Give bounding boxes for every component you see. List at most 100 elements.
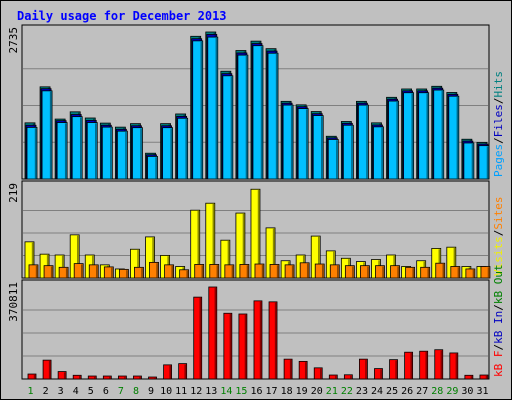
bar-shadow bbox=[214, 287, 217, 379]
bar-shadow bbox=[185, 119, 188, 179]
bar-fill bbox=[478, 145, 490, 180]
bar-fill bbox=[465, 268, 476, 279]
x-tick-day-31: 31 bbox=[476, 386, 488, 397]
bar-fill bbox=[149, 261, 159, 279]
bar-fill bbox=[208, 286, 218, 380]
x-tick-day-30: 30 bbox=[461, 386, 473, 397]
bar-kb-f-day-24 bbox=[374, 368, 383, 380]
bar-kb-f-day-31 bbox=[479, 374, 489, 380]
bar-fill bbox=[434, 349, 444, 380]
bar-fill bbox=[239, 264, 250, 279]
bar-kb-f-day-12 bbox=[193, 296, 203, 380]
bar-fill bbox=[269, 264, 280, 279]
legend-entry: kB F bbox=[492, 351, 505, 378]
bar-fill bbox=[87, 375, 97, 380]
bar-shadow bbox=[440, 350, 443, 379]
legend-entry: / bbox=[492, 304, 505, 311]
bar-shadow bbox=[80, 264, 83, 278]
legend-entry: kB Out bbox=[492, 264, 505, 304]
bar-shadow bbox=[212, 204, 215, 278]
bar-sites-day-20 bbox=[314, 263, 325, 279]
bar-fill bbox=[405, 266, 416, 279]
x-tick-day-25: 25 bbox=[386, 386, 398, 397]
bar-shadow bbox=[33, 374, 36, 379]
bar-shadow bbox=[229, 314, 232, 379]
chart-title: Daily usage for December 2013 bbox=[17, 9, 227, 23]
bar-shadow bbox=[154, 377, 156, 379]
bar-shadow bbox=[139, 376, 141, 379]
bar-fill bbox=[342, 124, 354, 180]
bar-kb-f-day-13 bbox=[208, 286, 218, 380]
bar-kb-f-day-9 bbox=[148, 376, 157, 380]
bar-shadow bbox=[318, 236, 320, 278]
x-tick-day-26: 26 bbox=[401, 386, 413, 397]
bar-shadow bbox=[141, 268, 143, 278]
bar-kb-f-day-1 bbox=[27, 373, 37, 380]
bar-fill bbox=[343, 374, 353, 380]
bar-fill bbox=[448, 95, 460, 180]
bar-kb-f-day-17 bbox=[268, 301, 278, 380]
x-tick-day-18: 18 bbox=[281, 386, 293, 397]
bar-shadow bbox=[350, 375, 352, 379]
bar-sites-day-19 bbox=[299, 262, 310, 279]
bar-sites-day-5 bbox=[88, 264, 99, 279]
bar-shadow bbox=[471, 143, 474, 179]
bar-fill bbox=[252, 45, 264, 180]
bar-kb-f-day-19 bbox=[298, 360, 308, 380]
bar-sites-day-29 bbox=[450, 266, 461, 279]
bar-fill bbox=[177, 117, 189, 180]
bar-shadow bbox=[486, 146, 489, 179]
legend-entry: / bbox=[492, 137, 505, 144]
bar-shadow bbox=[111, 267, 113, 278]
x-tick-day-21: 21 bbox=[326, 386, 338, 397]
bar-sites-day-25 bbox=[390, 265, 400, 279]
bar-fill bbox=[88, 264, 99, 279]
x-tick-day-14: 14 bbox=[220, 386, 232, 397]
bar-shadow bbox=[215, 37, 218, 179]
bar-pages-day-22 bbox=[342, 124, 354, 180]
bar-kb-f-day-2 bbox=[42, 359, 52, 380]
bar-shadow bbox=[305, 109, 308, 179]
legend-entry: Sites bbox=[492, 197, 505, 230]
x-tick-day-10: 10 bbox=[160, 386, 172, 397]
bar-fill bbox=[118, 268, 129, 279]
bar-shadow bbox=[336, 140, 338, 179]
bar-pages-day-12 bbox=[192, 40, 204, 180]
bar-kb-f-day-4 bbox=[72, 374, 82, 380]
x-tick-day-24: 24 bbox=[371, 386, 383, 397]
bar-pages-day-26 bbox=[403, 92, 415, 180]
bar-sites-day-8 bbox=[134, 266, 144, 279]
bar-pages-day-9 bbox=[147, 156, 158, 180]
bar-fill bbox=[329, 264, 340, 279]
bar-fill bbox=[71, 116, 83, 180]
bar-shadow bbox=[457, 267, 460, 278]
bar-shadow bbox=[259, 301, 262, 379]
bar-sites-day-1 bbox=[28, 264, 39, 279]
bar-fill bbox=[389, 359, 398, 380]
bar-shadow bbox=[96, 265, 98, 278]
bar-shadow bbox=[94, 376, 96, 379]
bar-fill bbox=[283, 358, 293, 380]
bar-sites-day-27 bbox=[420, 266, 431, 279]
x-tick-day-13: 13 bbox=[205, 386, 217, 397]
bar-shadow bbox=[381, 127, 383, 179]
bar-fill bbox=[102, 375, 112, 380]
bar-pages-day-29 bbox=[448, 95, 460, 180]
bar-kb-f-day-7 bbox=[117, 375, 127, 380]
bar-shadow bbox=[216, 265, 219, 278]
bar-shadow bbox=[76, 235, 79, 278]
bar-kb-f-day-14 bbox=[223, 312, 233, 380]
bar-fill bbox=[254, 263, 265, 279]
bar-sites-day-6 bbox=[103, 266, 114, 279]
bar-shadow bbox=[487, 267, 490, 278]
panel-legend: Pages/Files/Hits bbox=[492, 71, 505, 177]
chart-panels: 2735Pages/Files/Hits219Visits/Sites37081… bbox=[7, 24, 505, 380]
bar-fill bbox=[101, 126, 113, 180]
bar-kb-f-day-6 bbox=[102, 375, 112, 380]
bar-shadow bbox=[425, 352, 428, 379]
bar-fill bbox=[298, 360, 308, 380]
x-tick-day-4: 4 bbox=[73, 386, 79, 397]
